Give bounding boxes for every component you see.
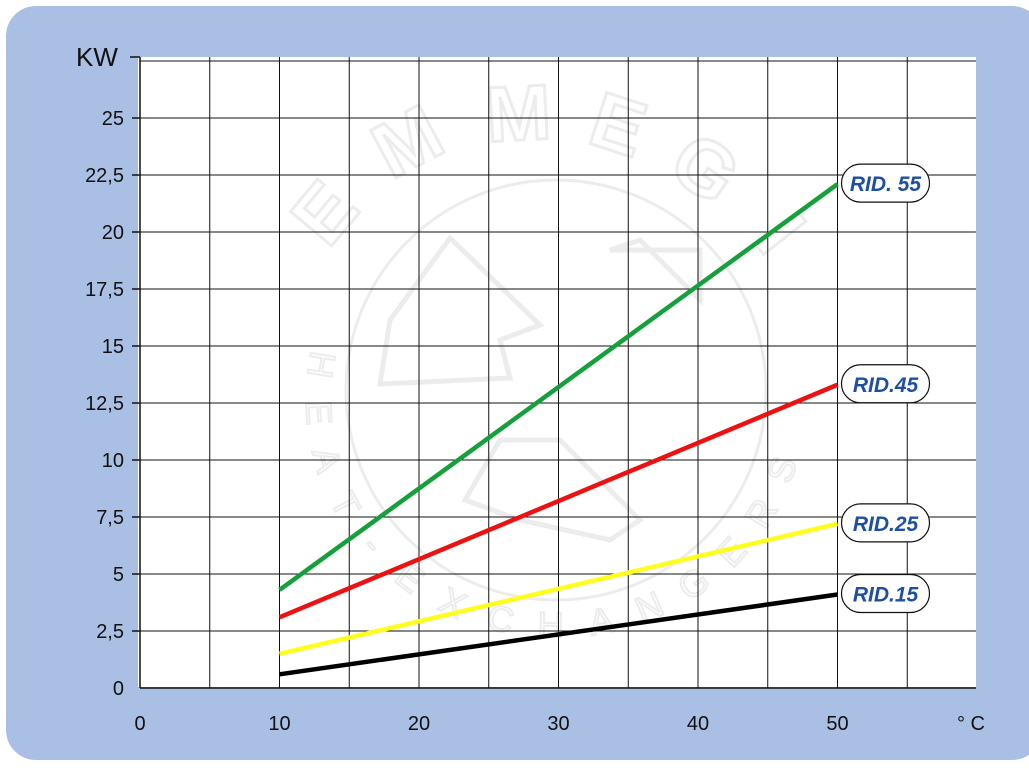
y-tick-label: 0 <box>113 678 124 700</box>
series-label-box <box>840 503 931 543</box>
series-label: RID.25 <box>853 513 919 536</box>
series-label-box <box>840 364 931 404</box>
series-line <box>278 521 839 656</box>
series-lines <box>278 182 839 677</box>
series-label: RID.15 <box>853 584 919 607</box>
watermark-letter: G <box>670 559 717 609</box>
y-tick-label: 25 <box>102 108 124 130</box>
x-tick-label: 40 <box>687 713 709 735</box>
watermark-letter: T <box>322 485 369 524</box>
series-line <box>279 592 838 677</box>
watermark-letter: E <box>580 74 657 174</box>
watermark-letter: H <box>299 349 344 381</box>
x-tick-label: 30 <box>547 713 569 735</box>
y-axis-label: KW <box>76 42 118 72</box>
watermark-letter: M <box>358 87 457 195</box>
x-tick-label: 0 <box>134 713 145 735</box>
x-tick-label: 20 <box>408 713 430 735</box>
y-tick-label: 17,5 <box>85 279 124 301</box>
y-tick-label: 10 <box>102 450 124 472</box>
series-labels: RID. 55 RID.45 RID.25 RID.15 <box>840 163 931 614</box>
axes <box>130 56 976 689</box>
y-tick-label: 15 <box>102 336 124 358</box>
watermark-arrow-upper <box>377 234 545 387</box>
x-tick-label: 10 <box>268 713 290 735</box>
y-tick-label: 2,5 <box>96 621 124 643</box>
watermark-letter: S <box>759 452 805 488</box>
x-tick-label: 50 <box>826 713 848 735</box>
plot-area <box>138 57 976 687</box>
y-tick-label: 20 <box>102 222 124 244</box>
watermark-letter: A <box>585 599 616 644</box>
y-tick-label: 22,5 <box>85 165 124 187</box>
watermark-arrow-tip <box>609 237 703 307</box>
watermark-letter: H <box>537 604 564 646</box>
series-line <box>278 182 839 592</box>
watermark-arrow-lower <box>461 437 644 543</box>
series-label-box <box>840 163 931 203</box>
series-line <box>278 382 839 620</box>
watermark-letter: I <box>740 198 823 269</box>
tick-labels: 0 2,5 5 7,5 10 12,5 15 17,5 20 22,5 25 0 10 20 30 40 50 <box>85 108 849 735</box>
x-axis-label: ° C <box>957 713 985 735</box>
series-label-box <box>840 573 931 614</box>
y-tick-label: 7,5 <box>96 507 124 529</box>
series-label: RID.45 <box>853 374 919 397</box>
y-tick-label: 5 <box>113 564 124 586</box>
y-tick-label: 12,5 <box>85 393 124 415</box>
watermark-letter: G <box>655 114 755 221</box>
watermark-letter: E <box>274 164 375 260</box>
watermark-letter: M <box>484 67 554 158</box>
watermark-ring <box>344 178 768 602</box>
watermark-letter: R <box>737 492 786 535</box>
series-label: RID. 55 <box>850 173 922 196</box>
watermark-letter: X <box>433 579 472 626</box>
